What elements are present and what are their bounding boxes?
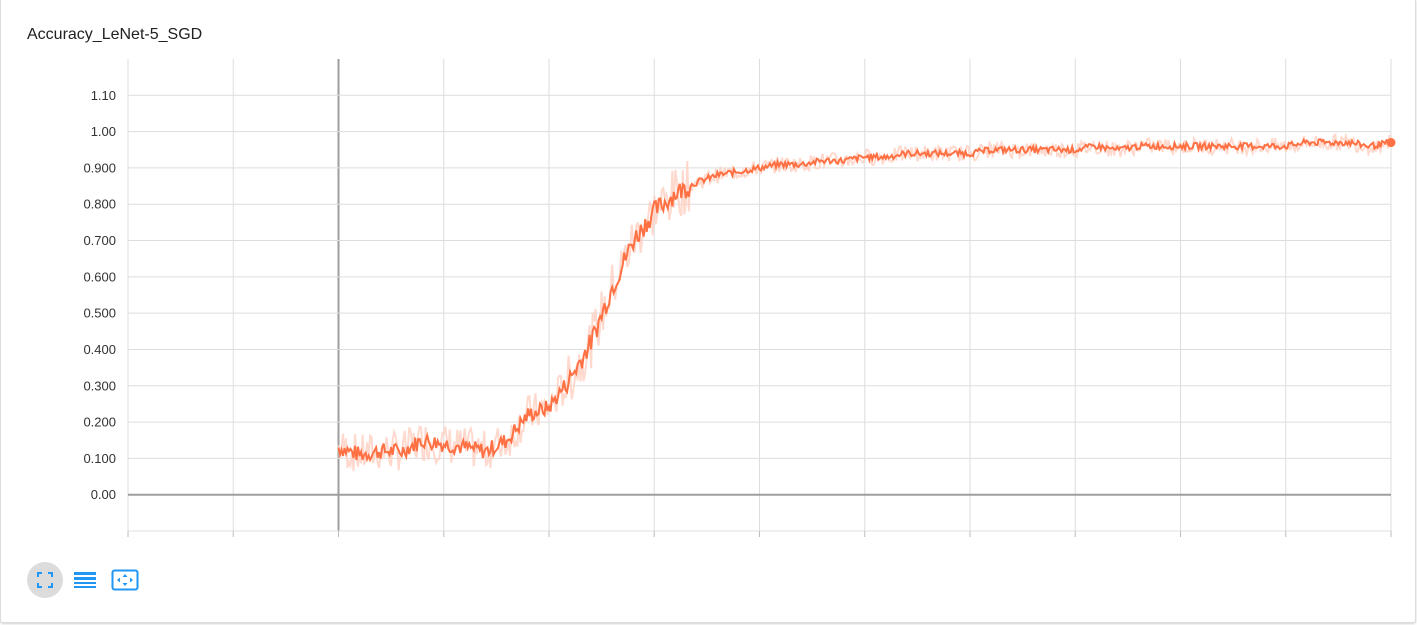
grid-lines <box>127 59 1392 532</box>
y-axis-ticks: 0.00 0.100 0.200 0.300 0.400 0.500 0.600 0.700 0… <box>83 88 116 502</box>
y-tick-label: 0.900 <box>83 160 116 175</box>
x-axis-ticks <box>127 531 1392 537</box>
toggle-log-scale-button[interactable] <box>67 562 103 598</box>
y-tick-label: 0.300 <box>83 378 116 393</box>
y-tick-label: 0.200 <box>83 415 116 430</box>
fullscreen-icon <box>37 572 53 588</box>
smoothed-series-line <box>337 137 1392 463</box>
y-tick-label: 0.500 <box>83 306 116 321</box>
y-tick-label: 0.400 <box>83 342 116 357</box>
list-lines-icon <box>74 572 96 588</box>
y-tick-label: 0.600 <box>83 269 116 284</box>
fit-to-data-icon <box>111 569 139 591</box>
fit-domain-button[interactable] <box>107 562 143 598</box>
y-tick-label: 0.00 <box>91 487 116 502</box>
y-tick-label: 0.700 <box>83 233 116 248</box>
toggle-expand-button[interactable] <box>27 562 63 598</box>
chart-title: Accuracy_LeNet-5_SGD <box>27 26 203 43</box>
last-point-marker[interactable] <box>1386 138 1396 148</box>
y-tick-label: 0.100 <box>83 451 116 466</box>
y-tick-label: 1.10 <box>91 88 116 103</box>
y-tick-label: 1.00 <box>91 124 116 139</box>
y-tick-label: 0.800 <box>83 197 116 212</box>
